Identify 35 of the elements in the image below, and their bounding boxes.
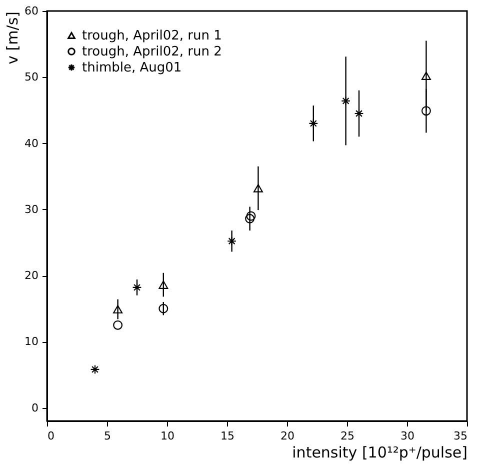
point [158,280,168,289]
y-tick-label: 50 [24,70,38,84]
x-tick-label: 15 [220,430,234,442]
x-tick-label: 5 [104,430,111,442]
x-tick-label: 10 [160,430,174,442]
y-axis-title: v [m/s] [4,12,22,64]
y-tick-label: 30 [24,202,38,216]
x-axis-title: intensity [10¹²p⁺/pulse] [292,444,468,462]
point [113,320,123,330]
y-tick-label: 60 [24,4,38,18]
legend-label: trough, April02, run 2 [82,44,222,60]
legend-label: trough, April02, run 1 [82,28,222,44]
x-tick-label: 30 [400,430,414,442]
point [246,211,256,221]
x-tick-label: 35 [454,430,468,442]
point [132,282,142,292]
point [113,305,123,314]
x-tick-label: 0 [48,430,54,442]
x-tick-label: 25 [340,430,354,442]
point [90,364,100,374]
point [227,236,237,246]
y-tick-label: 20 [24,269,38,282]
point [354,108,364,118]
point [253,184,263,192]
point [245,214,255,224]
point [421,72,431,80]
point [308,118,318,128]
legend-label: thimble, Aug01 [82,60,182,76]
y-tick-label: 40 [24,136,38,150]
x-tick-label: 20 [280,430,294,442]
point [158,304,168,314]
point [341,96,351,106]
y-tick-label: 10 [24,335,38,348]
point [421,106,431,116]
y-tick-label: 0 [32,401,38,414]
